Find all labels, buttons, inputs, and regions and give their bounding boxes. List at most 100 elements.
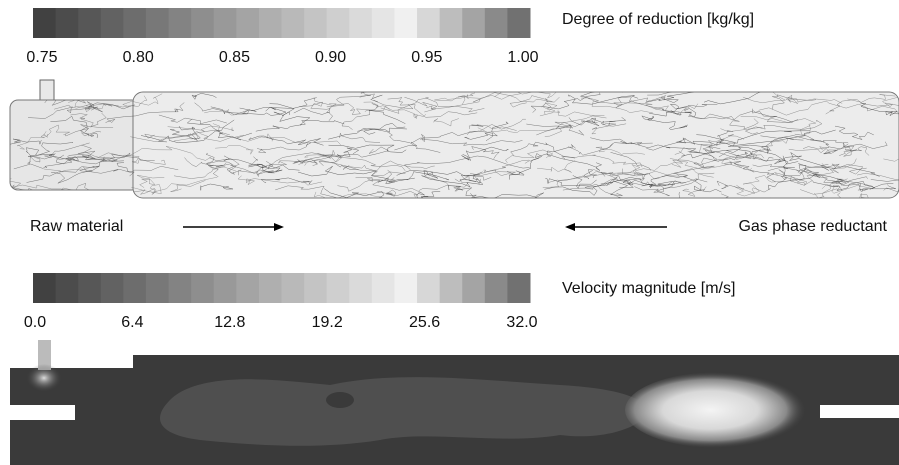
streamline bbox=[752, 164, 803, 177]
streamline bbox=[580, 92, 624, 100]
streamline bbox=[303, 149, 342, 164]
streamline bbox=[421, 175, 463, 192]
streamline bbox=[752, 108, 799, 123]
streamline bbox=[831, 180, 874, 187]
streamline bbox=[131, 176, 218, 195]
streamline bbox=[646, 141, 721, 151]
streamline bbox=[173, 131, 274, 142]
colorbar-step bbox=[145, 8, 170, 38]
colorbar-tick-label: 0.75 bbox=[26, 49, 57, 66]
streamline bbox=[44, 142, 90, 159]
streamline bbox=[718, 151, 774, 162]
streamline bbox=[209, 164, 237, 172]
streamline bbox=[744, 119, 823, 135]
streamline bbox=[647, 92, 701, 96]
streamline bbox=[456, 187, 502, 198]
arrow-head bbox=[274, 223, 284, 231]
colorbar-tick-label: 6.4 bbox=[121, 314, 143, 331]
streamline bbox=[568, 143, 613, 156]
colorbar-tick-label: 0.90 bbox=[315, 49, 346, 66]
streamline bbox=[543, 110, 605, 117]
right-label: Gas phase reductant bbox=[738, 218, 887, 235]
streamline bbox=[788, 146, 830, 151]
streamline bbox=[883, 187, 899, 198]
contour-region bbox=[326, 392, 354, 408]
colorbar-step bbox=[123, 273, 147, 303]
streamline bbox=[269, 103, 295, 116]
velocity-colorbar bbox=[33, 273, 531, 303]
streamline bbox=[464, 121, 509, 140]
streamline bbox=[50, 115, 98, 139]
colorbar-tick-label: 0.0 bbox=[24, 314, 46, 331]
streamline bbox=[83, 166, 179, 174]
streamline bbox=[396, 170, 480, 179]
streamline bbox=[313, 191, 392, 198]
streamline bbox=[394, 130, 494, 151]
streamline bbox=[298, 165, 415, 184]
streamline bbox=[248, 164, 283, 174]
streamline bbox=[237, 175, 323, 186]
streamline bbox=[856, 193, 885, 198]
streamline bbox=[592, 168, 714, 178]
streamline bbox=[619, 180, 635, 188]
streamline bbox=[275, 185, 337, 198]
inlet-slot bbox=[820, 405, 899, 418]
reactor-streamlines bbox=[9, 79, 899, 199]
streamline bbox=[695, 110, 793, 123]
streamline bbox=[328, 144, 407, 153]
streamline bbox=[649, 103, 688, 117]
streamline bbox=[742, 92, 814, 104]
colorbar-step bbox=[168, 273, 192, 303]
streamline bbox=[27, 155, 90, 165]
streamline bbox=[324, 188, 395, 198]
streamlines bbox=[10, 92, 899, 198]
streamline bbox=[681, 186, 707, 197]
streamline bbox=[671, 159, 755, 173]
streamline bbox=[86, 101, 136, 113]
streamline bbox=[122, 93, 163, 107]
streamline bbox=[641, 115, 688, 130]
streamline bbox=[687, 146, 754, 161]
colorbar-step bbox=[213, 8, 237, 38]
contour-region bbox=[160, 377, 650, 446]
streamline bbox=[696, 129, 836, 147]
streamline bbox=[144, 130, 230, 139]
streamline bbox=[660, 96, 680, 103]
reactor-body bbox=[132, 91, 899, 199]
streamline bbox=[545, 173, 648, 187]
streamline bbox=[797, 164, 819, 174]
streamline bbox=[542, 171, 619, 188]
colorbar-step bbox=[462, 273, 486, 303]
colorbar-step bbox=[484, 8, 508, 38]
streamline bbox=[617, 96, 682, 115]
streamline bbox=[544, 183, 605, 196]
streamline bbox=[260, 177, 313, 185]
streamline bbox=[312, 156, 406, 172]
streamline bbox=[215, 145, 254, 155]
streamline bbox=[255, 120, 345, 132]
colorbar-tick-label: 12.8 bbox=[214, 314, 245, 331]
streamline bbox=[736, 184, 771, 194]
streamline bbox=[664, 172, 715, 190]
colorbar-tick-label: 32.0 bbox=[506, 314, 537, 331]
streamline bbox=[461, 146, 509, 161]
colorbar-step bbox=[258, 273, 282, 303]
streamline bbox=[454, 174, 492, 182]
colorbar-step bbox=[213, 273, 237, 303]
streamline bbox=[342, 160, 435, 171]
streamline bbox=[860, 102, 899, 117]
streamline bbox=[237, 152, 331, 177]
streamline bbox=[645, 92, 715, 103]
streamline bbox=[404, 96, 438, 110]
streamline bbox=[403, 155, 530, 170]
streamline bbox=[546, 144, 576, 158]
streamline bbox=[68, 155, 128, 161]
colorbar-step bbox=[304, 8, 328, 38]
streamline bbox=[421, 171, 484, 188]
streamline bbox=[468, 124, 517, 131]
streamline bbox=[206, 160, 268, 174]
streamline bbox=[178, 125, 201, 140]
streamline bbox=[494, 92, 571, 99]
streamline bbox=[839, 142, 857, 157]
streamline bbox=[483, 169, 525, 176]
